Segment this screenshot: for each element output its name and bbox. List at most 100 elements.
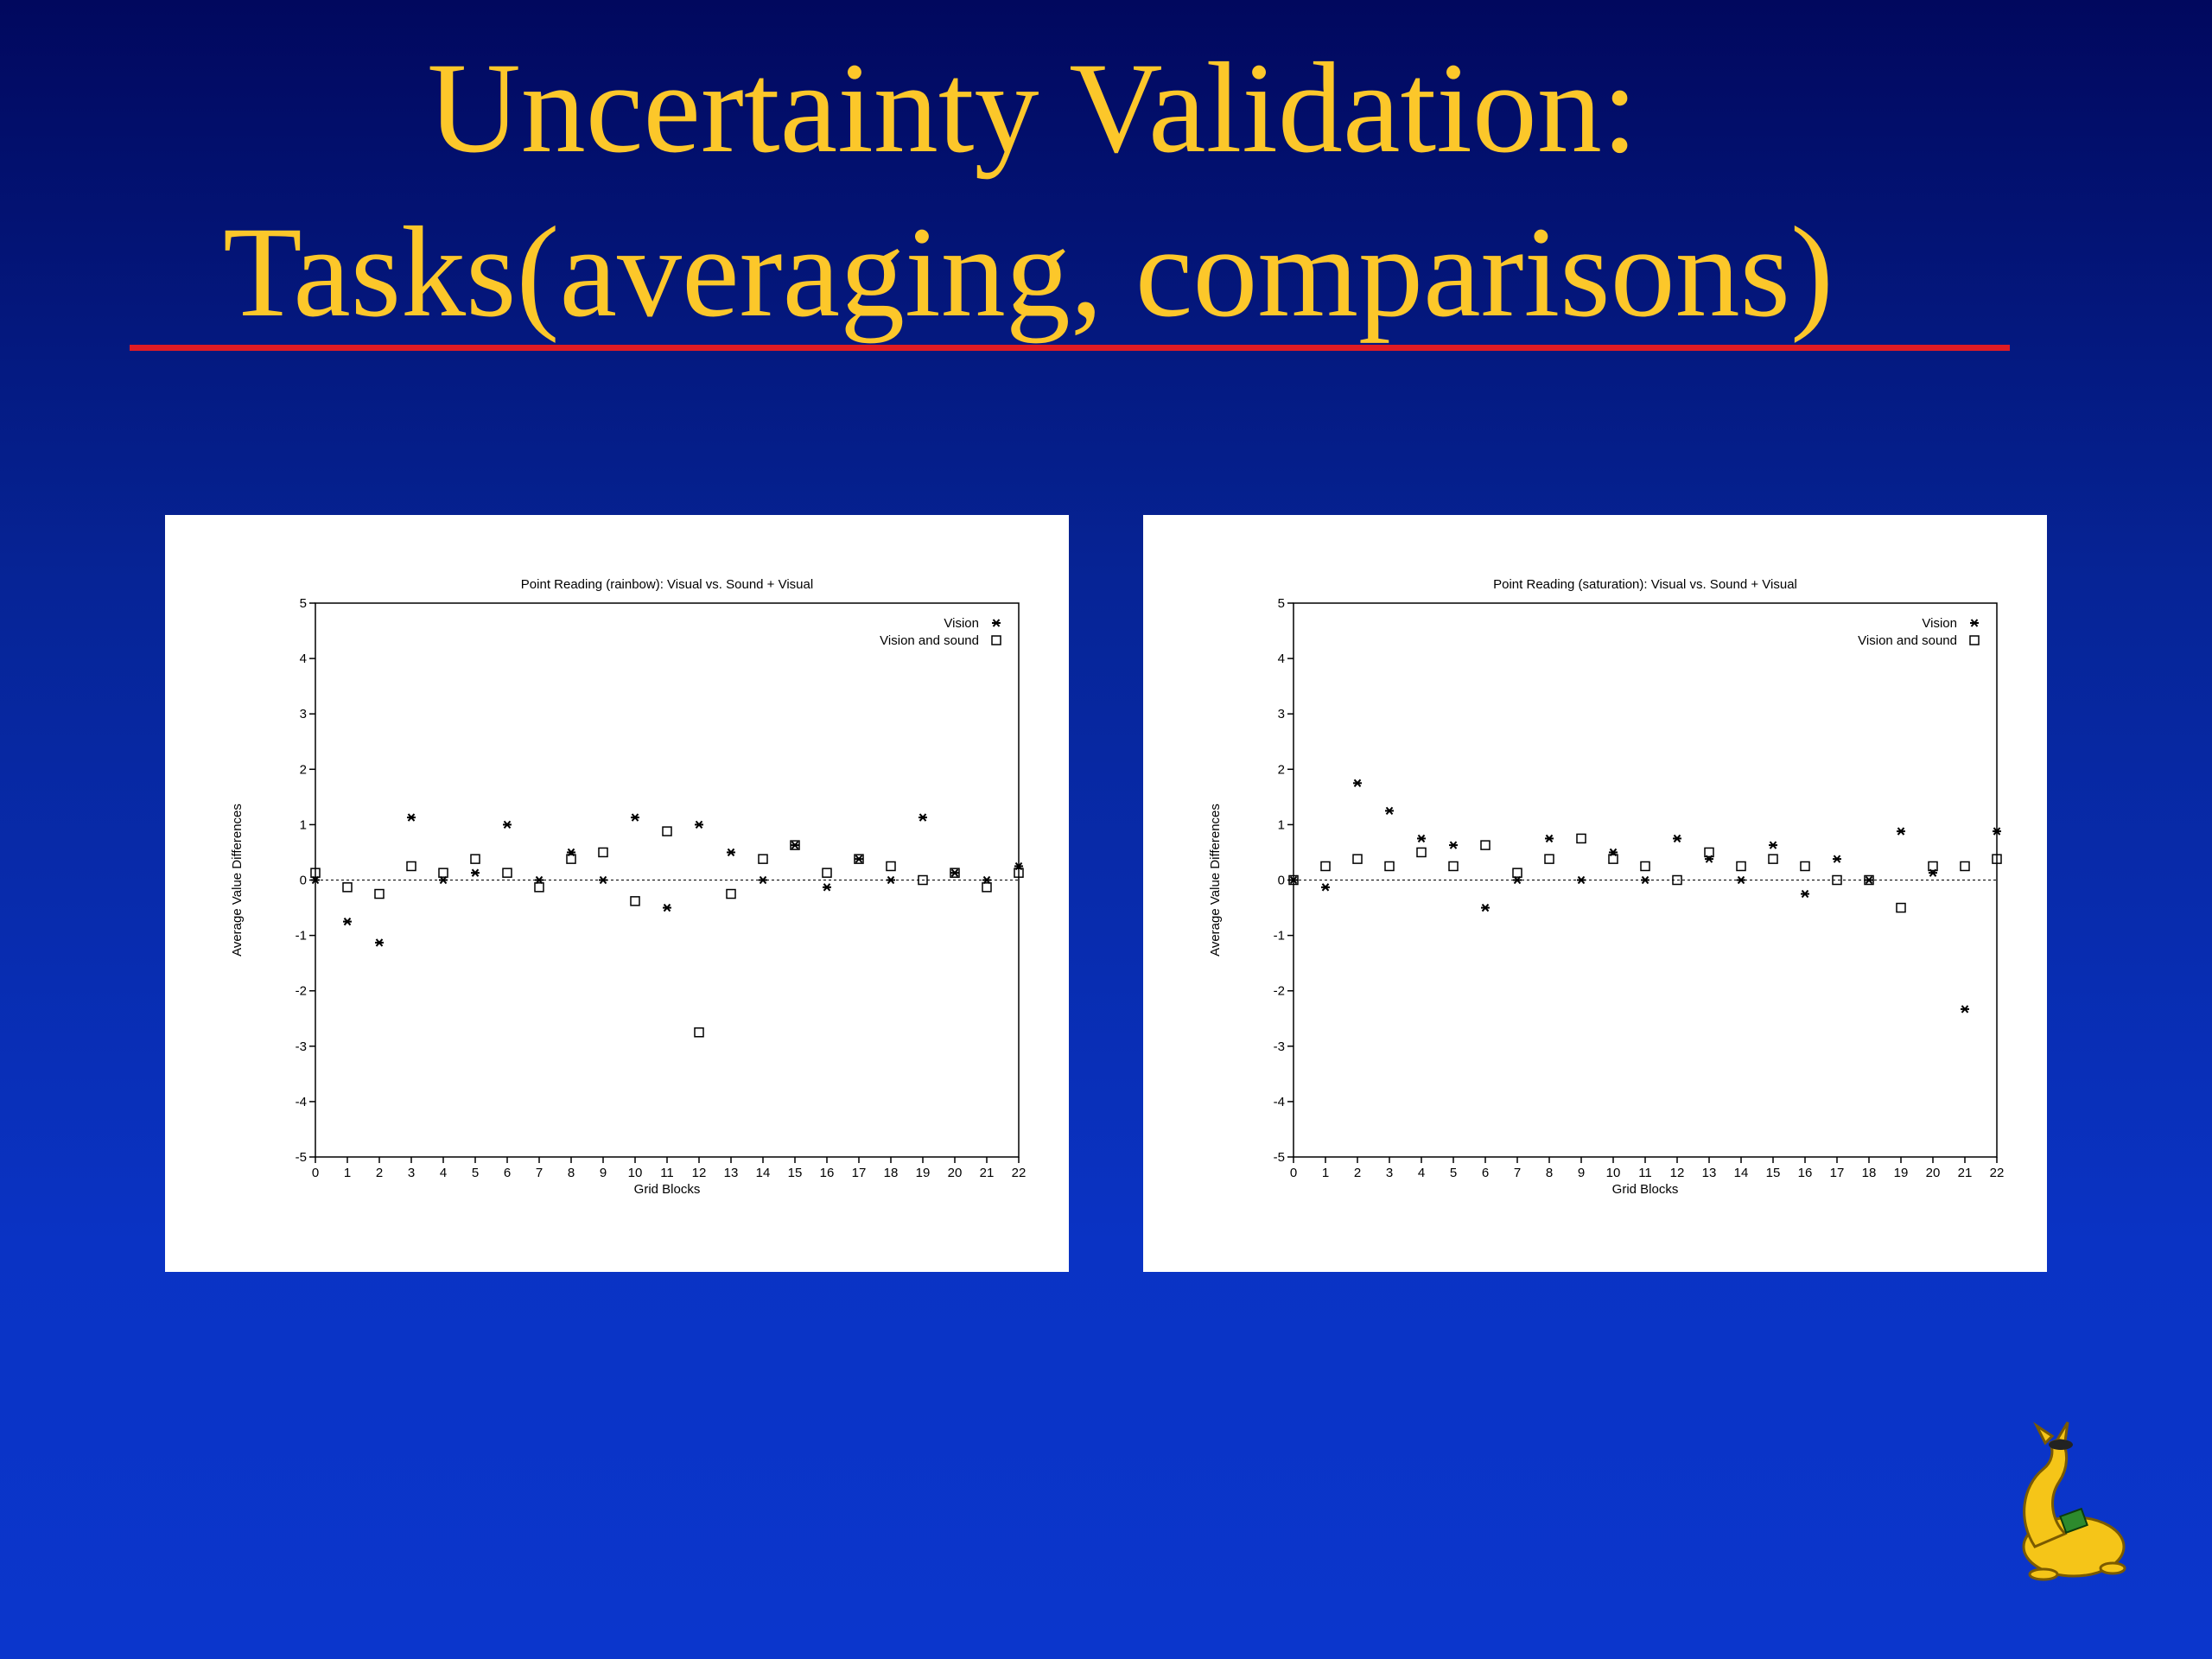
x-tick-label: 11: [1638, 1166, 1652, 1180]
chart-title: Point Reading (rainbow): Visual vs. Soun…: [521, 577, 813, 592]
star-stroke: [663, 903, 671, 912]
vision-and-sound-point: [502, 868, 512, 878]
y-tick-label: 1: [1278, 817, 1285, 832]
vision-and-sound-point: [758, 854, 768, 864]
vision-point: [1289, 875, 1298, 885]
y-tick-label: 0: [1278, 874, 1285, 888]
legend-label: Vision: [944, 616, 979, 631]
star-stroke: [855, 855, 863, 863]
vision-point: [1769, 841, 1777, 849]
x-tick-label: 5: [472, 1166, 479, 1180]
vision-and-sound-point: [1384, 861, 1395, 872]
x-tick-label: 0: [312, 1166, 319, 1180]
star-stroke: [1970, 619, 1979, 627]
x-tick-label: 19: [1894, 1166, 1909, 1180]
vision-and-sound-point: [470, 854, 480, 864]
star-stroke: [1993, 827, 2001, 836]
vision-point: [1353, 779, 1362, 787]
x-tick-label: 8: [568, 1166, 575, 1180]
vision-point: [1385, 806, 1394, 816]
title-line-2: Tasks(averaging, comparisons): [223, 200, 1834, 344]
y-tick-label: 3: [300, 707, 307, 721]
x-tick-label: 14: [1734, 1166, 1749, 1180]
vision-point: [1577, 875, 1586, 885]
x-tick-label: 21: [980, 1166, 995, 1180]
x-tick-label: 3: [1386, 1166, 1393, 1180]
x-tick-label: 3: [408, 1166, 415, 1180]
star-stroke: [1641, 875, 1649, 885]
vision-point: [407, 813, 416, 822]
vision-and-sound-point: [310, 868, 321, 878]
star-stroke: [1833, 855, 1841, 863]
star-stroke: [1673, 834, 1681, 843]
title-underline: [130, 345, 2010, 351]
vision-point: [1865, 875, 1873, 885]
star-stroke: [918, 813, 927, 822]
vision-and-sound-point: [822, 868, 832, 878]
vision-and-sound-point: [598, 847, 608, 858]
y-tick-label: 1: [300, 817, 307, 832]
x-tick-label: 4: [440, 1166, 447, 1180]
vision-and-sound-point: [1640, 861, 1650, 872]
star-stroke: [759, 875, 767, 885]
vision-and-sound-point: [662, 826, 672, 836]
vision-and-sound-point: [1768, 854, 1778, 864]
vision-and-sound-point: [854, 854, 864, 864]
vision-and-sound-point: [1672, 874, 1682, 886]
x-tick-label: 7: [1514, 1166, 1521, 1180]
vision-and-sound-point: [982, 882, 992, 893]
star-stroke: [992, 619, 1001, 627]
x-tick-label: 4: [1418, 1166, 1425, 1180]
vision-point: [1481, 903, 1490, 912]
vision-point: [1737, 875, 1745, 885]
x-tick-label: 20: [1926, 1166, 1941, 1180]
vision-and-sound-point: [918, 874, 928, 886]
vision-and-sound-point: [950, 868, 960, 878]
legend-label: Vision and sound: [880, 633, 979, 648]
x-tick-label: 15: [788, 1166, 803, 1180]
vision-point: [918, 813, 927, 822]
x-tick-label: 22: [1012, 1166, 1027, 1180]
vision-point: [1897, 827, 1905, 836]
x-tick-label: 2: [1354, 1166, 1361, 1180]
star-stroke: [1385, 806, 1394, 816]
vision-point: [343, 917, 352, 926]
vision-and-sound-point: [1544, 854, 1554, 864]
x-tick-label: 2: [376, 1166, 383, 1180]
y-tick-label: 0: [300, 874, 307, 888]
vision-and-sound-point: [1416, 847, 1427, 858]
x-tick-label: 7: [536, 1166, 543, 1180]
title-line-1: Uncertainty Validation:: [427, 36, 1638, 180]
star-stroke: [1289, 875, 1298, 885]
star-stroke: [887, 875, 895, 885]
vision-point: [1801, 889, 1809, 899]
vision-point: [1673, 834, 1681, 843]
legend-marker-star: [1970, 619, 1979, 627]
x-tick-label: 13: [1702, 1166, 1717, 1180]
vision-and-sound-point: [342, 882, 353, 893]
vision-point: [471, 868, 480, 877]
y-tick-label: -2: [296, 984, 307, 999]
mascot-logo: [2022, 1421, 2126, 1581]
vision-point: [791, 841, 799, 849]
star-stroke: [1353, 779, 1362, 787]
legend-label: Vision: [1922, 616, 1957, 631]
vision-point: [1833, 855, 1841, 863]
y-tick-label: -3: [296, 1039, 307, 1054]
star-stroke: [407, 813, 416, 822]
x-tick-label: 9: [600, 1166, 607, 1180]
x-tick-label: 12: [692, 1166, 707, 1180]
star-stroke: [1961, 1005, 1969, 1014]
x-tick-label: 16: [1798, 1166, 1813, 1180]
vision-point: [503, 820, 512, 830]
vision-point: [1641, 875, 1649, 885]
vision-point: [1993, 827, 2001, 836]
vision-point: [823, 883, 831, 892]
x-axis-label: Grid Blocks: [1612, 1182, 1679, 1197]
vision-and-sound-point: [1576, 833, 1586, 844]
y-tick-label: 2: [300, 762, 307, 777]
vision-and-sound-point: [374, 888, 385, 899]
vision-point: [1449, 841, 1458, 849]
x-tick-label: 5: [1450, 1166, 1457, 1180]
star-stroke: [1481, 903, 1490, 912]
